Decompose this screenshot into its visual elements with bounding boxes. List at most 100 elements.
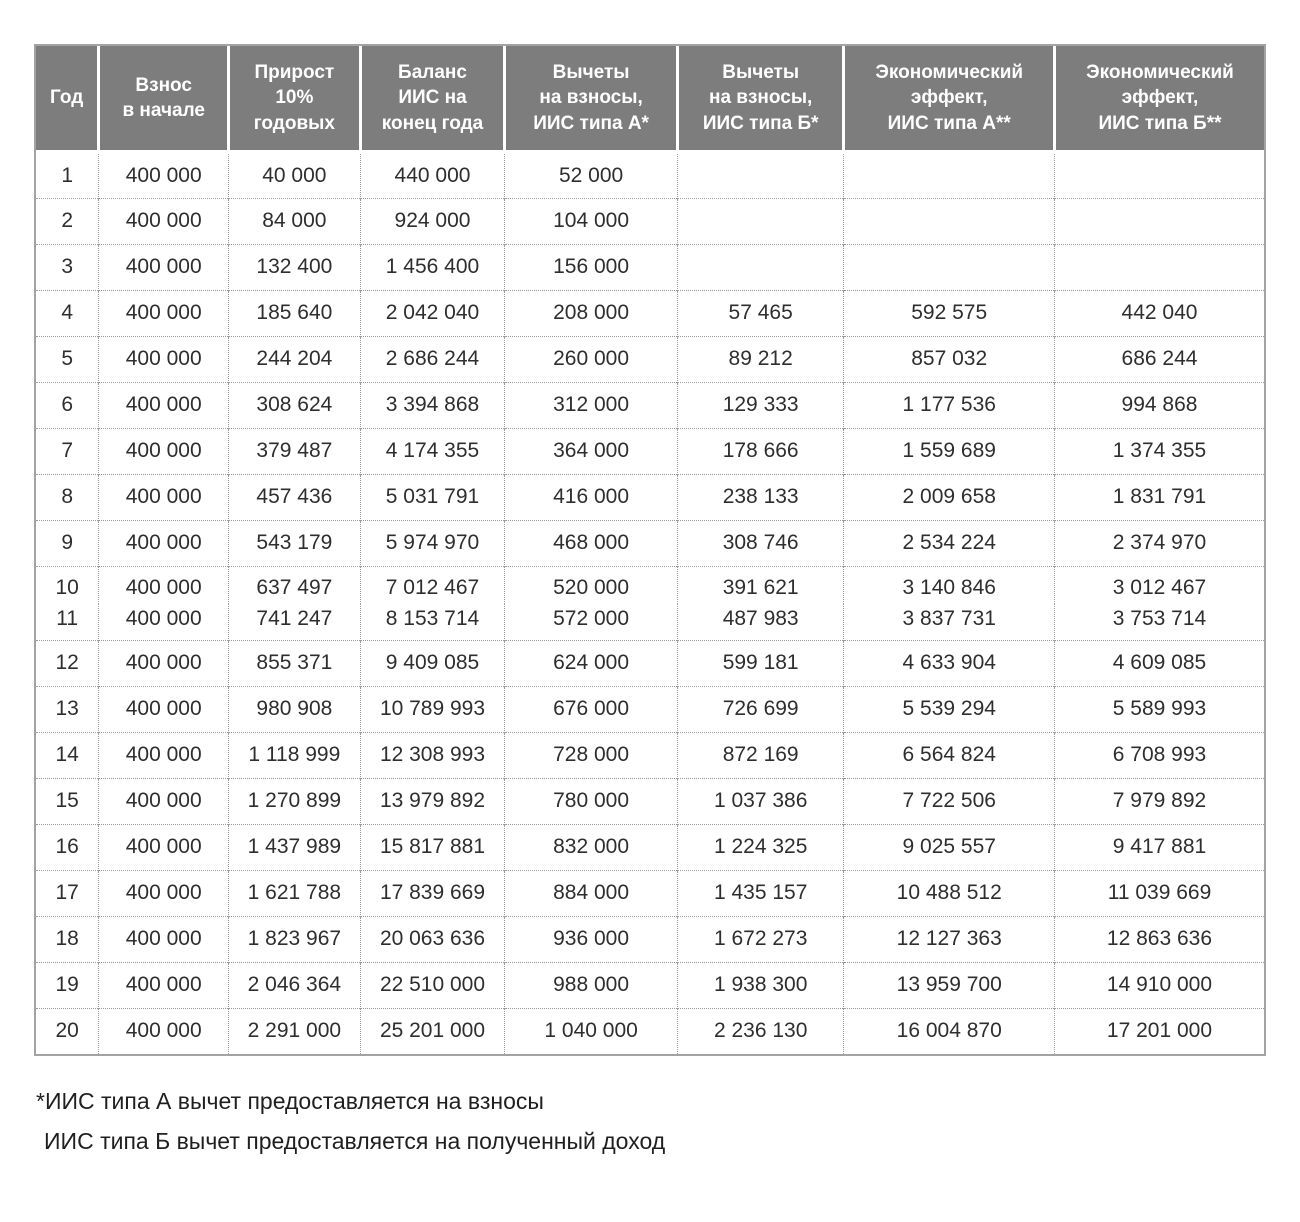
value-cell: 2 686 244 [359, 335, 505, 382]
value-cell [843, 152, 1055, 198]
footnotes: *ИИС типа А вычет предоставляется на взн… [36, 1082, 665, 1161]
table-row: 8 400 000 457 436 5 031 791 416 000 238 133 2 … [36, 473, 1264, 520]
table-row: 11 400 000 741 247 8 153 714 572 000 487 983 3… [36, 604, 1264, 640]
value-cell: 104 000 [504, 197, 678, 244]
table-row: 17 400 000 1 621 788 17 839 669 884 000 1 435… [36, 869, 1264, 916]
value-cell: 1 177 536 [843, 381, 1055, 428]
table-row: 2 400 000 84 000 924 000 104 000 [36, 197, 1264, 244]
value-cell: 400 000 [98, 473, 229, 520]
value-cell: 14 910 000 [1053, 961, 1264, 1008]
value-cell: 379 487 [228, 427, 361, 474]
value-cell: 208 000 [504, 289, 678, 336]
value-cell: 457 436 [228, 473, 361, 520]
table-row: 13 400 000 980 908 10 789 993 676 000 726 699… [36, 685, 1264, 732]
value-cell [676, 243, 844, 290]
value-cell: 8 153 714 [359, 604, 505, 640]
value-cell [676, 152, 844, 198]
value-cell: 25 201 000 [359, 1007, 505, 1054]
value-cell: 400 000 [98, 869, 229, 916]
value-cell: 132 400 [228, 243, 361, 290]
value-cell: 4 609 085 [1053, 639, 1264, 686]
value-cell: 5 974 970 [359, 519, 505, 566]
column-header-6: Вычеты на взносы, ИИС типа Б* [675, 46, 844, 154]
table-row: 7 400 000 379 487 4 174 355 364 000 178 666 1 … [36, 427, 1264, 474]
year-cell: 14 [36, 731, 99, 778]
value-cell [1053, 243, 1264, 290]
value-cell: 9 409 085 [359, 639, 505, 686]
column-header-5: Вычеты на взносы, ИИС типа А* [503, 46, 678, 154]
year-cell: 1 [61, 163, 74, 187]
value-cell: 572 000 [504, 604, 678, 640]
value-cell: 156 000 [504, 243, 678, 290]
value-cell: 185 640 [228, 289, 361, 336]
value-cell: 442 040 [1053, 289, 1264, 336]
value-cell: 11 039 669 [1053, 869, 1264, 916]
value-cell: 5 031 791 [359, 473, 505, 520]
value-cell: 7 012 467 [359, 565, 505, 604]
value-cell: 780 000 [504, 777, 678, 824]
value-cell: 1 435 157 [676, 869, 844, 916]
value-cell [1053, 197, 1264, 244]
column-header-7: Экономический эффект, ИИС типа А** [842, 46, 1055, 154]
column-header-3: Прирост 10% годовых [227, 46, 361, 154]
value-cell: 7 979 892 [1053, 777, 1264, 824]
value-cell: 4 174 355 [359, 427, 505, 474]
table-header: Год Взнос в начале Прирост 10% годовых Бала… [36, 46, 1264, 154]
value-cell: 520 000 [504, 565, 678, 604]
table-row: 3 400 000 132 400 1 456 400 156 000 [36, 243, 1264, 290]
value-cell: 637 497 [228, 565, 361, 604]
table-row: 20 400 000 2 291 000 25 201 000 1 040 000 2 2… [36, 1007, 1264, 1054]
year-cell: 16 [36, 823, 99, 870]
value-cell: 3 394 868 [359, 381, 505, 428]
value-cell: 400 000 [98, 289, 229, 336]
value-cell: 487 983 [676, 604, 844, 640]
value-cell: 2 534 224 [843, 519, 1055, 566]
value-cell: 400 000 [98, 604, 229, 640]
value-cell: 17 839 669 [359, 869, 505, 916]
value-cell: 676 000 [504, 685, 678, 732]
value-cell: 400 000 [98, 685, 229, 732]
year-cell: 5 [36, 335, 99, 382]
value-cell: 400 000 [98, 639, 229, 686]
year-cell: 3 [36, 243, 99, 290]
value-cell: 832 000 [504, 823, 678, 870]
value-cell: 1 437 989 [228, 823, 361, 870]
value-cell: 2 046 364 [228, 961, 361, 1008]
table-row: 19 400 000 2 046 364 22 510 000 988 000 1 938… [36, 961, 1264, 1008]
value-cell: 178 666 [676, 427, 844, 474]
value-cell: 1 040 000 [504, 1007, 678, 1054]
value-cell: 312 000 [504, 381, 678, 428]
value-cell: 13 959 700 [843, 961, 1055, 1008]
value-cell: 599 181 [676, 639, 844, 686]
footnote-type-a: *ИИС типа А вычет предоставляется на взн… [36, 1088, 544, 1114]
value-cell: 1 456 400 [359, 243, 505, 290]
table-row: 5 400 000 244 204 2 686 244 260 000 89 212 857… [36, 335, 1264, 382]
table-row: 10 400 000 637 497 7 012 467 520 000 391 621 3… [36, 565, 1264, 604]
value-cell [676, 197, 844, 244]
value-cell: 6 564 824 [843, 731, 1055, 778]
column-header-2: Взнос в начале [97, 46, 229, 154]
value-cell: 440 000 [359, 152, 505, 198]
column-header-4: Баланс ИИС на конец года [358, 46, 505, 154]
value-cell: 22 510 000 [359, 961, 505, 1008]
value-cell: 543 179 [228, 519, 361, 566]
table-row: 9 400 000 543 179 5 974 970 468 000 308 746 2 … [36, 519, 1264, 566]
value-cell: 1 823 967 [228, 915, 361, 962]
year-cell: 8 [36, 473, 99, 520]
value-cell: 260 000 [504, 335, 678, 382]
value-cell: 12 127 363 [843, 915, 1055, 962]
value-cell [843, 197, 1055, 244]
value-cell: 400 000 [98, 1007, 229, 1054]
value-cell: 9 025 557 [843, 823, 1055, 870]
year-cell: 7 [36, 427, 99, 474]
iis-comparison-table: Год Взнос в начале Прирост 10% годовых Бала… [34, 44, 1266, 1056]
year-cell: 12 [36, 639, 99, 686]
value-cell: 936 000 [504, 915, 678, 962]
value-cell: 3 140 846 [843, 565, 1055, 604]
value-cell: 1 037 386 [676, 777, 844, 824]
table-row: 12 400 000 855 371 9 409 085 624 000 599 181 4… [36, 639, 1264, 686]
value-cell: 17 201 000 [1053, 1007, 1264, 1054]
table-row: 18 400 000 1 823 967 20 063 636 936 000 1 672… [36, 915, 1264, 962]
value-cell: 2 374 970 [1053, 519, 1264, 566]
value-cell: 15 817 881 [359, 823, 505, 870]
